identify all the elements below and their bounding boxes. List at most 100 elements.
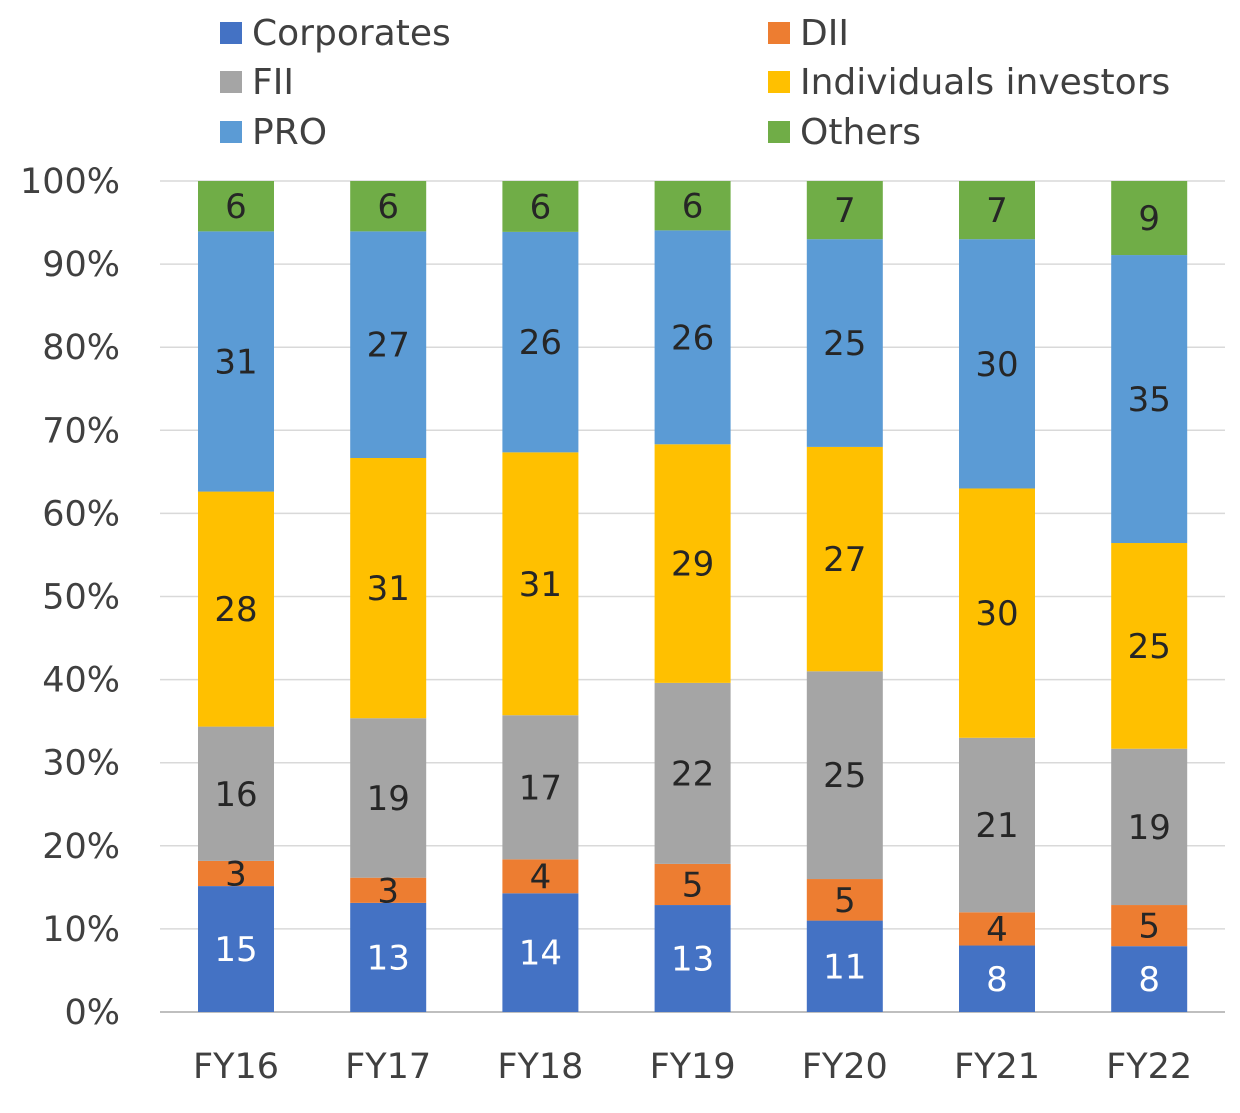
data-label: 9 [1138,199,1160,239]
legend-label: Others [800,112,921,153]
x-tick-label: FY16 [193,1047,279,1087]
legend-label: DII [800,13,849,54]
data-label: 25 [823,324,866,364]
bar-segment [198,491,274,727]
legend-swatch [768,121,790,143]
x-tick-label: FY18 [497,1047,583,1087]
bar-segment [350,458,427,719]
data-label: 3 [377,871,399,911]
chart-bars [198,181,1188,1012]
data-label: 11 [823,947,866,987]
y-tick-label: 60% [42,494,120,534]
y-tick-label: 50% [42,578,120,618]
legend-swatch [768,22,790,44]
bar-segment [502,715,579,860]
bar-segment [806,671,883,880]
x-tick-label: FY19 [650,1047,736,1087]
bar-segment [198,886,274,1012]
bar-segment [654,181,731,231]
data-label: 6 [682,187,704,227]
y-tick-label: 70% [42,411,120,451]
data-label: 25 [1128,627,1171,667]
y-tick-label: 10% [42,910,120,950]
data-label: 30 [975,345,1018,385]
data-label: 4 [986,910,1008,950]
bar-segment [806,239,883,447]
data-label: 15 [214,930,257,970]
data-label: 29 [671,545,714,585]
bar-segment [959,945,1035,1012]
data-label: 31 [367,569,410,609]
data-label: 13 [671,940,714,980]
bar-segment [350,718,427,878]
bar-segment [959,239,1035,489]
bar-segment [959,912,1035,946]
data-label: 25 [823,756,866,796]
legend-swatch [220,71,242,93]
data-label: 31 [214,342,257,382]
bar-segment [502,181,579,232]
chart-legend: Corporates DII FII Individuals investors PRO… [220,13,1170,153]
y-tick-label: 90% [42,245,120,285]
bar-segment [654,444,731,683]
x-tick-label: FY22 [1106,1047,1192,1087]
data-label: 21 [975,806,1018,846]
bar-segment [1111,748,1188,906]
legend-label: PRO [252,112,327,153]
data-label: 5 [834,881,856,921]
bar-segment [1111,543,1188,749]
x-axis: FY16 FY17 FY18 FY19 FY20 FY21 FY22 [193,1047,1192,1087]
bar-segment [654,682,731,864]
data-label: 28 [214,590,257,630]
y-tick-label: 80% [42,328,120,368]
data-label: 5 [1138,907,1160,947]
legend-swatch [220,22,242,44]
data-label: 17 [519,768,562,808]
data-label: 6 [530,187,552,227]
y-tick-label: 40% [42,661,120,701]
data-label: 3 [225,855,247,895]
legend-swatch [768,71,790,93]
data-label: 8 [1138,960,1160,1000]
x-tick-label: FY21 [954,1047,1040,1087]
bar-segment [198,181,274,232]
bar-segment [806,181,883,240]
data-label: 31 [519,565,562,605]
bar-segment [198,726,274,861]
data-label: 26 [519,323,562,363]
bar-segment [959,181,1035,240]
bar-segment [502,893,579,1012]
bar-segment [959,488,1035,738]
bar-segment [806,879,883,921]
bar-segment [806,920,883,1012]
legend-label: FII [252,62,294,103]
bar-segment [350,877,427,903]
bar-segment [654,230,731,445]
data-label: 27 [367,326,410,366]
data-label: 35 [1128,380,1171,420]
data-label: 4 [530,857,552,897]
data-label: 14 [519,934,562,974]
data-label: 16 [214,775,257,815]
data-label: 6 [377,187,399,227]
data-label: 26 [671,318,714,358]
bar-segment [806,446,883,672]
data-label: 30 [975,594,1018,634]
legend-label: Individuals investors [800,62,1170,103]
data-label: 19 [367,779,410,819]
data-label: 8 [986,960,1008,1000]
y-tick-label: 0% [64,993,120,1033]
bar-segment [198,231,274,492]
bar-segment [1111,905,1188,947]
x-tick-label: FY20 [802,1047,888,1087]
x-tick-label: FY17 [345,1047,431,1087]
legend-swatch [220,121,242,143]
y-tick-label: 30% [42,744,120,784]
bar-segment [1111,181,1188,256]
bar-segment [350,181,427,232]
y-tick-label: 100% [20,162,120,202]
data-label: 6 [225,187,247,227]
bar-segment [959,737,1035,913]
data-label: 7 [834,191,856,231]
